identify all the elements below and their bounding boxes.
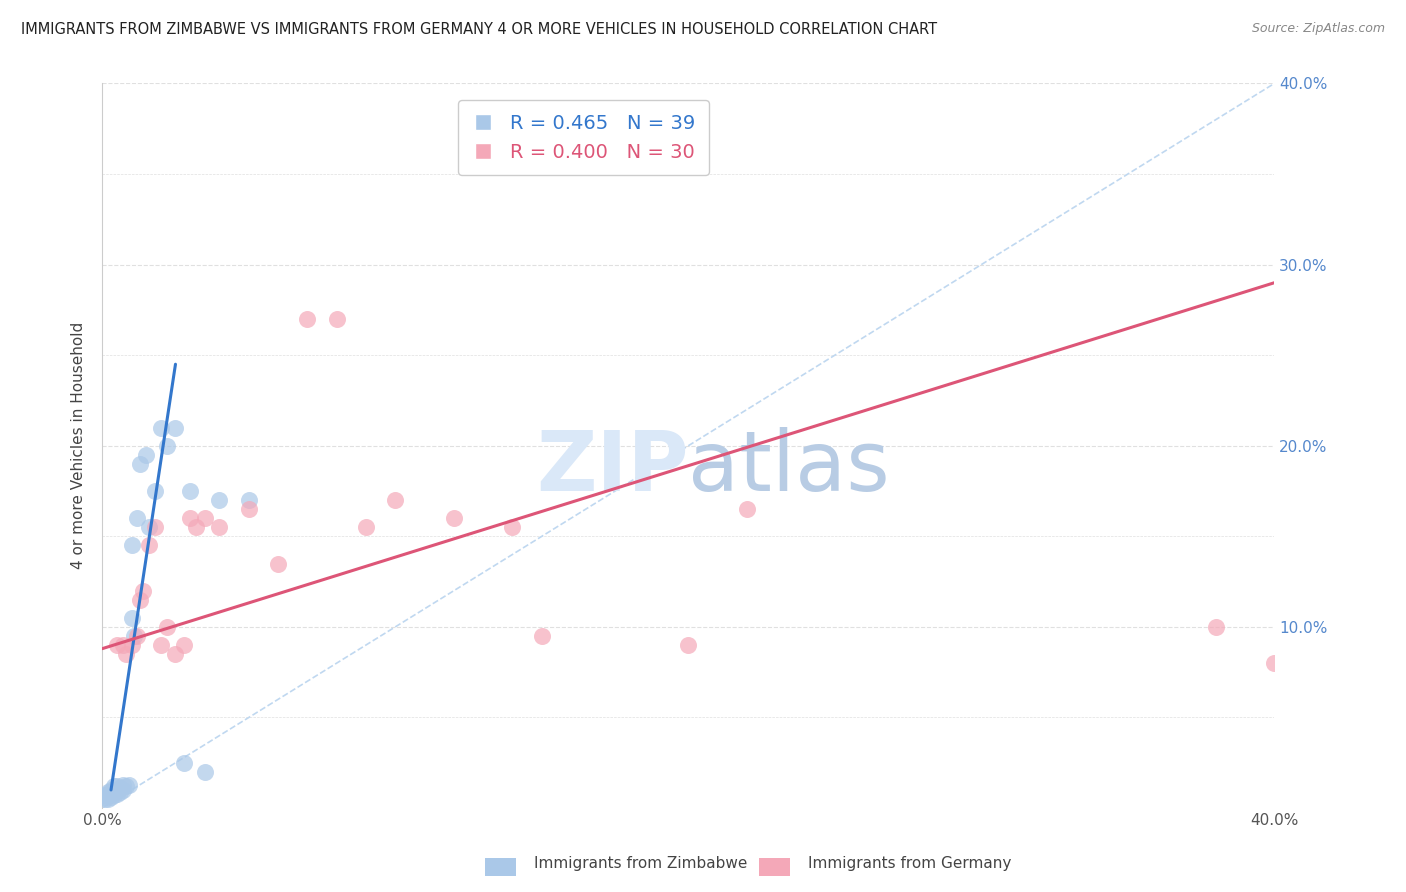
Point [103,789,125,803]
Point [100,787,122,801]
Point [121,638,143,652]
Point [208,520,231,534]
Point [105,780,128,794]
Text: ZIP: ZIP [536,427,689,508]
Point [179,511,201,525]
Point [135,448,157,462]
Point [1205,620,1227,634]
Point [194,511,217,525]
Point [100,783,122,797]
Point [97,792,120,806]
Point [173,756,195,770]
Point [238,502,260,516]
Point [97,787,120,801]
Point [143,520,166,534]
Point [105,787,128,801]
Point [267,557,290,571]
Point [384,493,406,508]
Text: Immigrants from Zimbabwe: Immigrants from Zimbabwe [534,856,748,871]
Point [94,789,117,803]
Point [114,647,136,661]
Point [156,439,179,453]
Point [105,783,128,797]
Point [678,638,700,652]
Point [149,420,172,434]
Point [1263,656,1285,670]
Point [156,620,179,634]
Point [100,785,122,799]
Point [138,520,160,534]
Point [121,611,143,625]
Point [111,638,134,652]
Point [184,520,207,534]
Point [179,484,201,499]
Point [443,511,465,525]
Point [103,785,125,799]
Point [238,493,260,508]
Point [194,764,217,779]
Point [143,484,166,499]
Point [127,629,149,643]
Point [129,592,152,607]
Point [138,538,160,552]
Point [165,420,187,434]
Point [124,629,146,643]
Legend: R = 0.465   N = 39, R = 0.400   N = 30: R = 0.465 N = 39, R = 0.400 N = 30 [458,101,709,176]
Point [94,792,117,806]
Point [208,493,231,508]
Point [111,778,134,792]
Point [100,790,122,805]
Text: IMMIGRANTS FROM ZIMBABWE VS IMMIGRANTS FROM GERMANY 4 OR MORE VEHICLES IN HOUSEH: IMMIGRANTS FROM ZIMBABWE VS IMMIGRANTS F… [21,22,938,37]
Point [354,520,377,534]
Point [132,583,155,598]
Point [111,783,134,797]
Text: Source: ZipAtlas.com: Source: ZipAtlas.com [1251,22,1385,36]
Y-axis label: 4 or more Vehicles in Household: 4 or more Vehicles in Household [72,322,86,569]
Point [114,780,136,794]
Point [149,638,172,652]
Point [103,780,125,794]
Point [108,785,131,799]
Point [97,785,120,799]
Point [129,457,152,471]
Point [530,629,553,643]
Text: atlas: atlas [689,427,890,508]
Point [501,520,523,534]
Point [165,647,187,661]
Point [121,538,143,552]
Point [94,790,117,805]
Point [735,502,758,516]
Point [108,781,131,796]
Point [105,638,128,652]
Point [325,312,347,326]
Text: Immigrants from Germany: Immigrants from Germany [808,856,1012,871]
Point [127,511,149,525]
Point [173,638,195,652]
Point [97,789,120,803]
Point [117,778,139,792]
Point [297,312,319,326]
